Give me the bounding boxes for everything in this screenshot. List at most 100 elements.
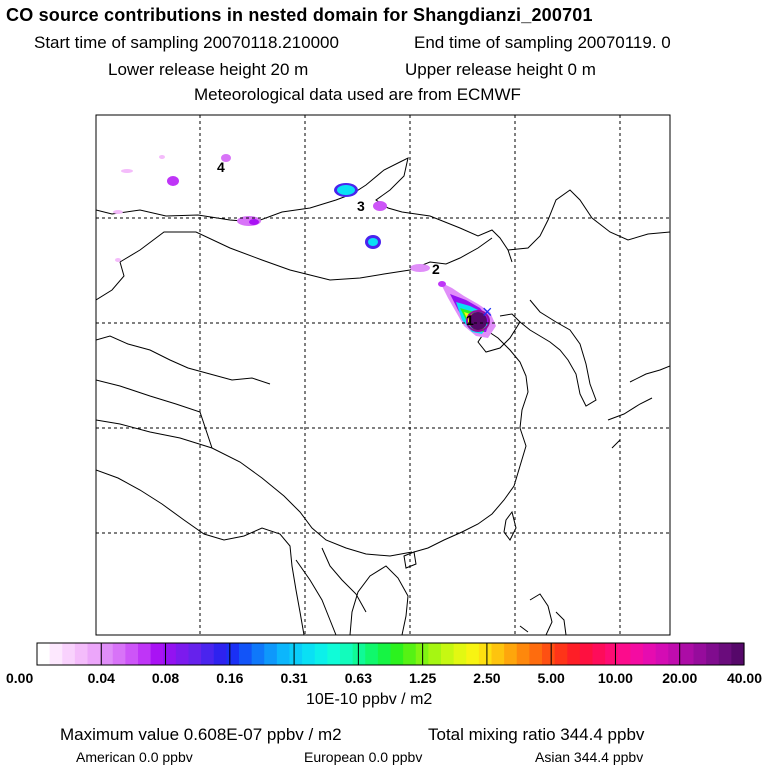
colorbar-tick-label: 0.31	[280, 670, 307, 686]
label-point-4: 4	[217, 159, 225, 175]
colorbar-swatch	[403, 643, 417, 665]
colorbar	[37, 643, 745, 665]
colorbar-swatch	[150, 643, 164, 665]
colorbar-swatch	[49, 643, 63, 665]
plume-west-b	[249, 219, 259, 225]
colorbar-tick-label: 20.00	[662, 670, 697, 686]
colorbar-swatch	[37, 643, 51, 665]
colorbar-ticks	[36, 643, 745, 665]
main-plume-core	[469, 312, 487, 330]
colorbar-swatch	[504, 643, 518, 665]
colorbar-swatch	[478, 643, 493, 665]
taiwan	[503, 510, 517, 541]
map-background	[96, 115, 670, 635]
colorbar-tick-label: 0.63	[345, 670, 372, 686]
plume-west-e	[113, 210, 123, 214]
met-data-label: Meteorological data used are from ECMWF	[194, 85, 521, 104]
colorbar-swatch	[87, 643, 101, 665]
border-india	[96, 469, 305, 635]
colorbar-unit: 10E-10 ppbv / m2	[306, 691, 433, 708]
colorbar-tick-label: 5.00	[538, 670, 565, 686]
colorbar-swatch	[302, 643, 316, 665]
colorbar-labels: 0.00 0.04 0.08 0.16 0.31 0.63 1.25 2.50 5.00 10.0…	[6, 670, 762, 686]
colorbar-tick-label: 2.50	[473, 670, 500, 686]
colorbar-swatch	[466, 643, 480, 665]
coast-bohai	[477, 313, 521, 353]
map-panel: 4 3 2 1 ×	[95, 114, 671, 636]
colorbar-swatch	[62, 643, 76, 665]
colorbar-swatch	[251, 643, 265, 665]
colorbar-swatch	[542, 643, 556, 665]
colorbar-swatch	[579, 643, 594, 665]
upper-height-label: Upper release height 0 m	[405, 60, 596, 79]
colorbar-swatch	[718, 643, 732, 665]
colorbar-swatch	[352, 643, 366, 665]
colorbar-tick-label: 1.25	[409, 670, 436, 686]
colorbar-swatch	[340, 643, 354, 665]
coast-japan	[607, 365, 670, 449]
colorbar-swatch	[289, 643, 303, 665]
colorbar-swatch	[453, 643, 467, 665]
plume-layer	[113, 154, 496, 338]
region-american: American 0.0 ppbv	[76, 749, 193, 765]
colorbar-tick-label: 0.08	[152, 670, 179, 686]
colorbar-swatch	[592, 643, 606, 665]
colorbar-swatch	[314, 643, 328, 665]
border-china-east	[507, 189, 670, 251]
colorbar-swatch	[554, 643, 568, 665]
label-point-3: 3	[357, 198, 365, 214]
central-asia	[96, 379, 213, 449]
colorbar-swatch	[112, 643, 126, 665]
colorbar-swatch	[175, 643, 190, 665]
colorbar-swatch	[491, 643, 505, 665]
colorbar-swatch	[276, 643, 291, 665]
colorbar-swatch	[706, 643, 720, 665]
colorbar-swatch	[213, 643, 227, 665]
coastlines-borders	[96, 157, 670, 635]
plume-4-a	[221, 154, 231, 162]
plume-3-small	[373, 201, 387, 211]
colorbar-swatch	[377, 643, 392, 665]
colorbar-swatch	[188, 643, 202, 665]
plume-west-f	[115, 258, 121, 262]
colorbar-swatch	[163, 643, 177, 665]
colorbar-swatch	[100, 643, 114, 665]
end-time-label: End time of sampling 20070119. 0	[414, 33, 671, 52]
colorbar-swatch	[668, 643, 682, 665]
colorbar-swatch	[138, 643, 152, 665]
colorbar-swatch	[731, 643, 745, 665]
colorbar-swatch	[605, 643, 619, 665]
plume-3b-inner	[368, 238, 378, 246]
colorbar-swatch	[327, 643, 341, 665]
philippines	[519, 593, 567, 635]
plume-3-inner	[337, 185, 355, 195]
colorbar-swatch	[630, 643, 644, 665]
colorbar-swatch	[264, 643, 278, 665]
colorbar-tick-label: 0.16	[216, 670, 243, 686]
colorbar-swatch	[239, 643, 253, 665]
colorbar-tick-label: 40.00	[727, 670, 762, 686]
border-russia-mongolia	[96, 157, 513, 263]
colorbar-swatch	[226, 643, 240, 665]
border-southwest	[96, 419, 413, 557]
colorbar-swatch	[655, 643, 669, 665]
region-asian: Asian 344.4 ppbv	[535, 749, 644, 765]
colorbar-tick-label: 0.00	[6, 670, 33, 686]
grid-lines	[96, 115, 670, 635]
colorbar-swatch	[516, 643, 530, 665]
plume-2	[410, 264, 430, 272]
lower-height-label: Lower release height 20 m	[108, 60, 309, 79]
colorbar-tick-label: 10.00	[598, 670, 633, 686]
chart-title: CO source contributions in nested domain…	[6, 5, 593, 25]
start-time-label: Start time of sampling 20070118.210000	[34, 33, 339, 52]
plume-2-tail	[438, 281, 446, 287]
main-plume-core-rim	[466, 310, 490, 332]
hainan	[403, 551, 417, 569]
label-point-2: 2	[432, 261, 440, 277]
region-european: European 0.0 ppbv	[304, 749, 423, 765]
kazakh-border	[96, 261, 271, 385]
receptor-marker: ×	[482, 302, 493, 322]
colorbar-swatch	[617, 643, 631, 665]
colorbar-swatch	[680, 643, 695, 665]
